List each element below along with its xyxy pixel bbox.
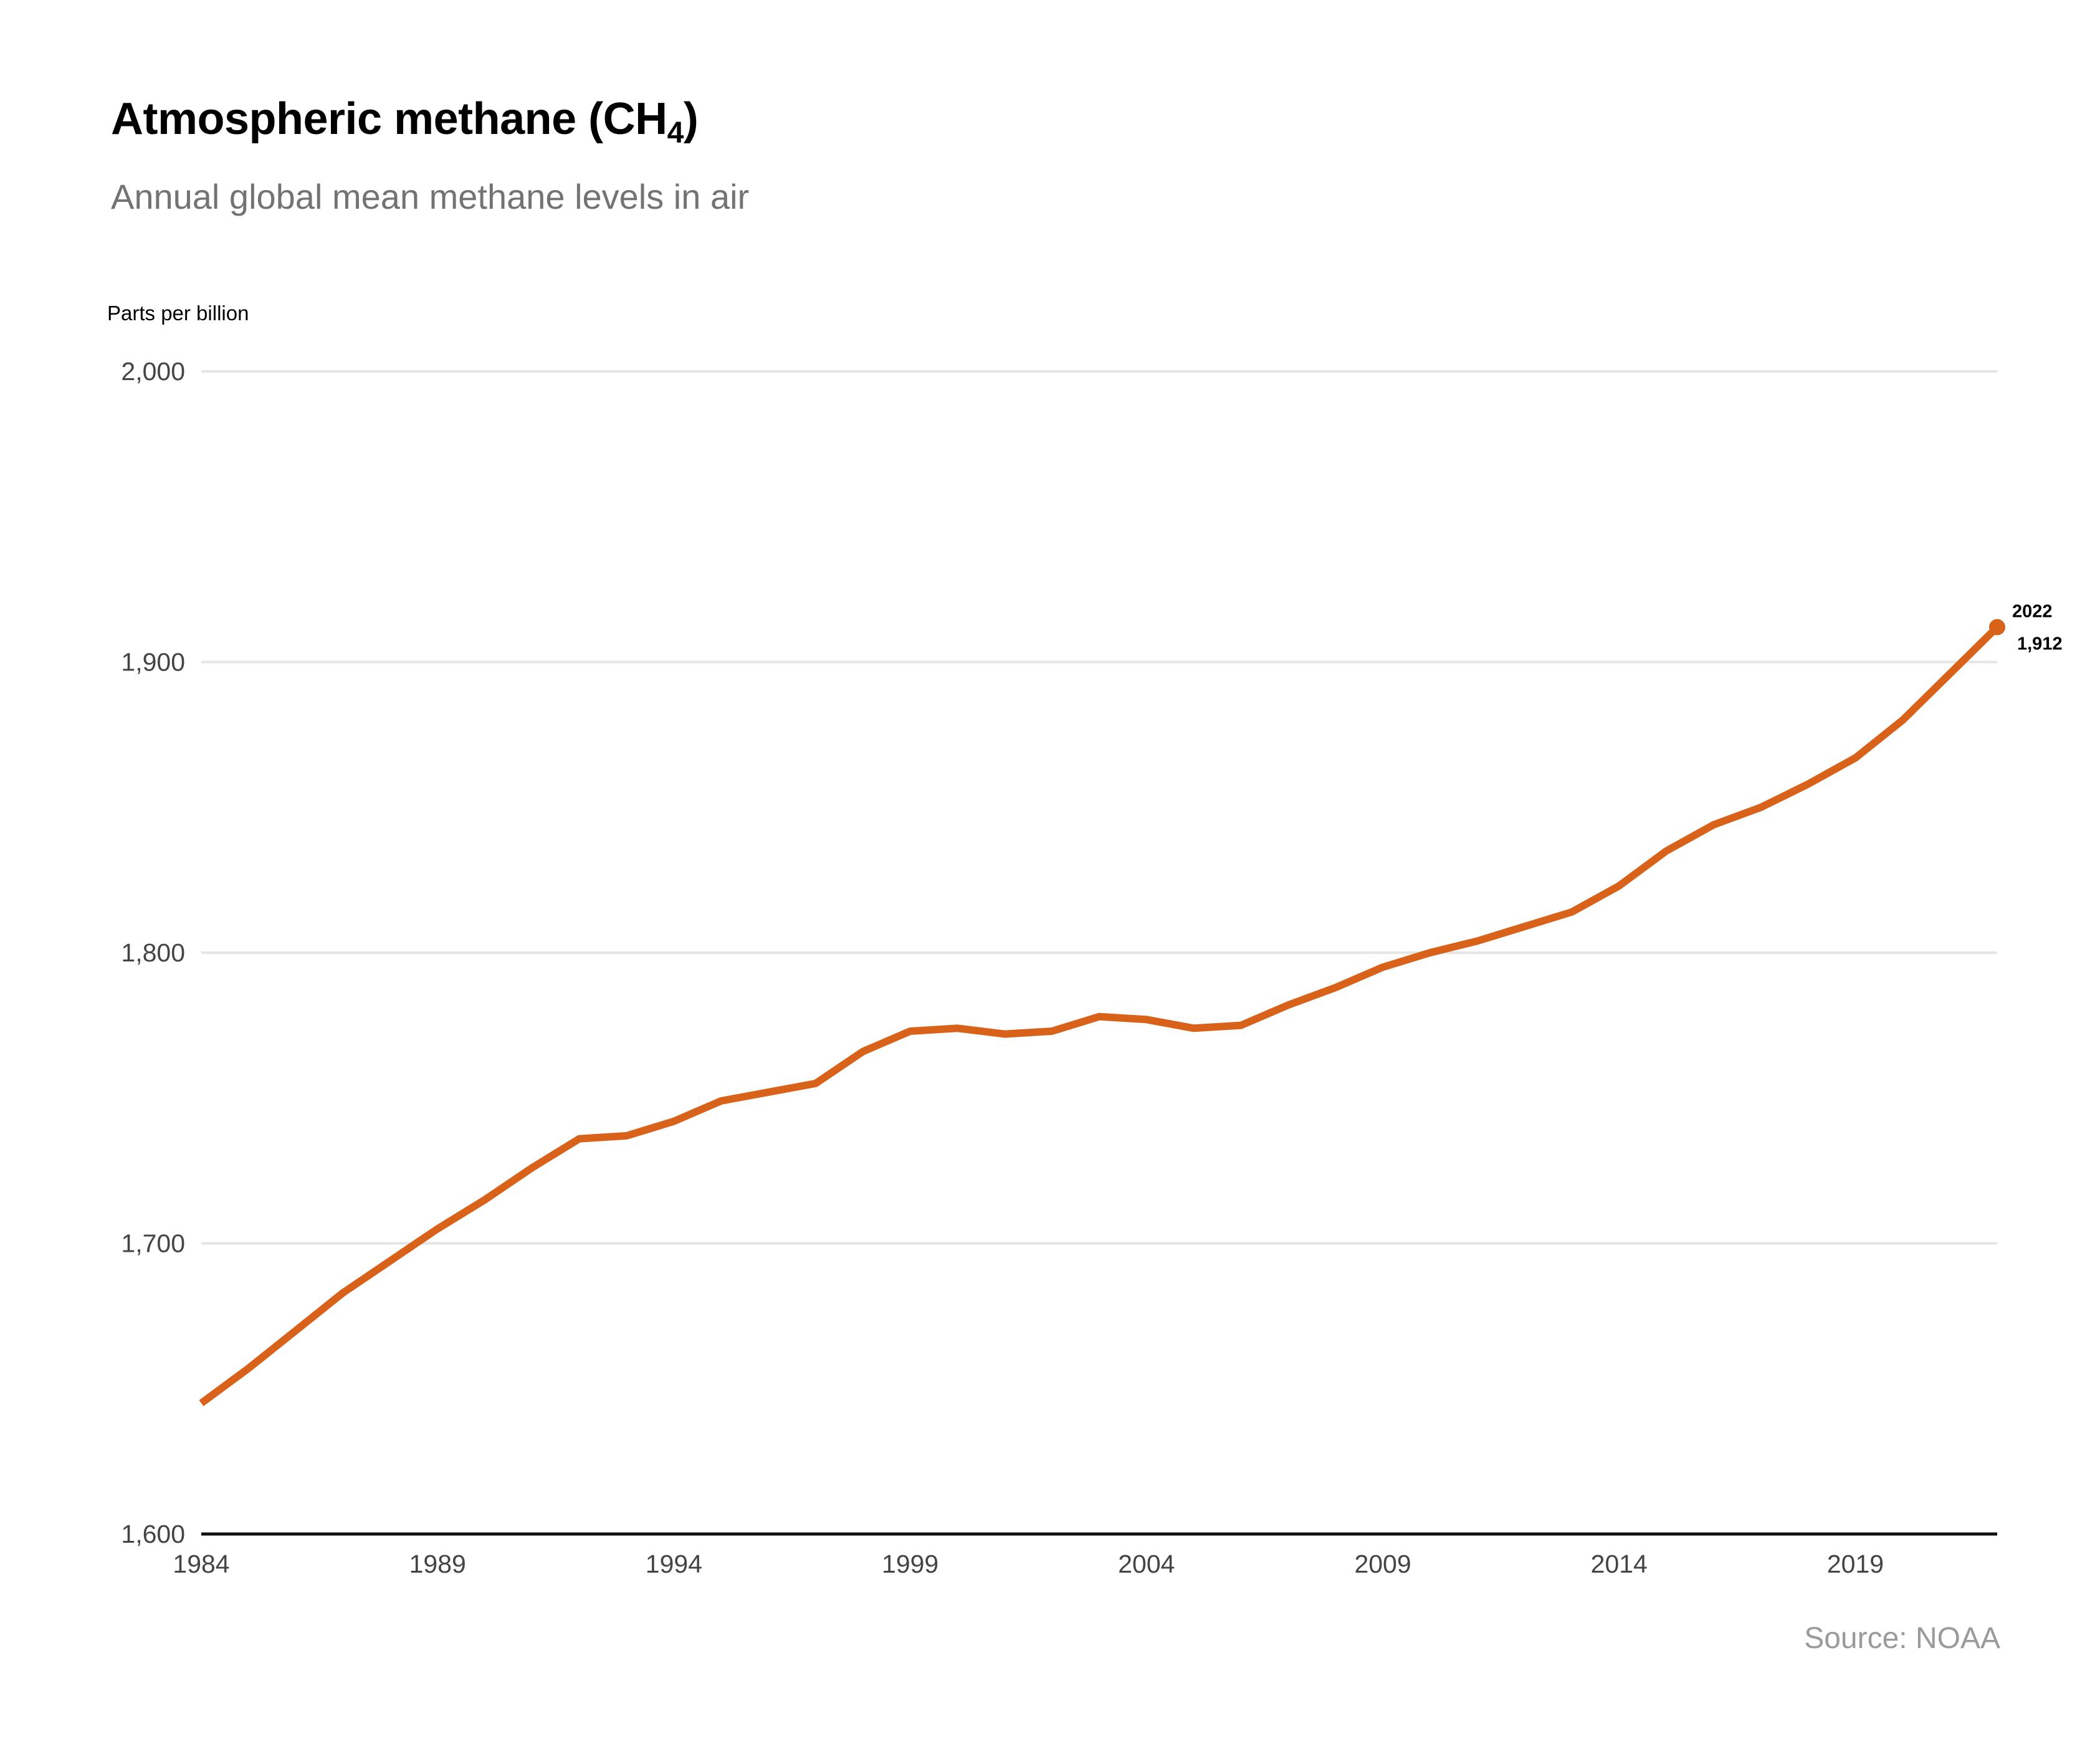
x-tick-label: 1999 [882,1550,938,1578]
y-tick-label: 1,700 [121,1229,185,1258]
endpoint-value-label: 1,912 [2017,634,2063,654]
annotation-layer: 2022 1,912 [1989,602,2063,654]
x-axis-ticks: 1984 1989 1994 1999 2004 2009 2014 2019 [173,1550,1884,1578]
endpoint-year-label: 2022 [2012,602,2053,622]
y-tick-label: 1,800 [121,938,185,967]
source-note: Source: NOAA [1804,1622,2000,1655]
chart-title-close: ) [683,94,699,144]
chart-subtitle: Annual global mean methane levels in air [111,177,750,216]
x-tick-label: 2009 [1354,1550,1411,1578]
x-tick-label: 2004 [1118,1550,1175,1578]
x-tick-label: 2014 [1591,1550,1648,1578]
chart-title-subscript: 4 [667,117,684,150]
chart-title: Atmospheric methane (CH4) [111,93,699,148]
y-tick-label: 2,000 [121,357,185,386]
y-axis-ticks: 1,600 1,700 1,800 1,900 2,000 [121,357,185,1548]
series-line-methane [199,624,2000,1406]
y-tick-label: 1,900 [121,648,185,677]
endpoint-marker [1989,619,2005,636]
x-tick-label: 2019 [1827,1550,1884,1578]
x-tick-label: 1984 [173,1550,229,1578]
chart-title-text: Atmospheric methane (CH [111,94,667,144]
gridlines [201,370,1997,1245]
series-layer [199,624,2000,1406]
y-tick-label: 1,600 [121,1520,185,1548]
y-axis-unit-label: Parts per billion [107,302,249,325]
x-tick-label: 1994 [646,1550,702,1578]
x-tick-label: 1989 [409,1550,466,1578]
